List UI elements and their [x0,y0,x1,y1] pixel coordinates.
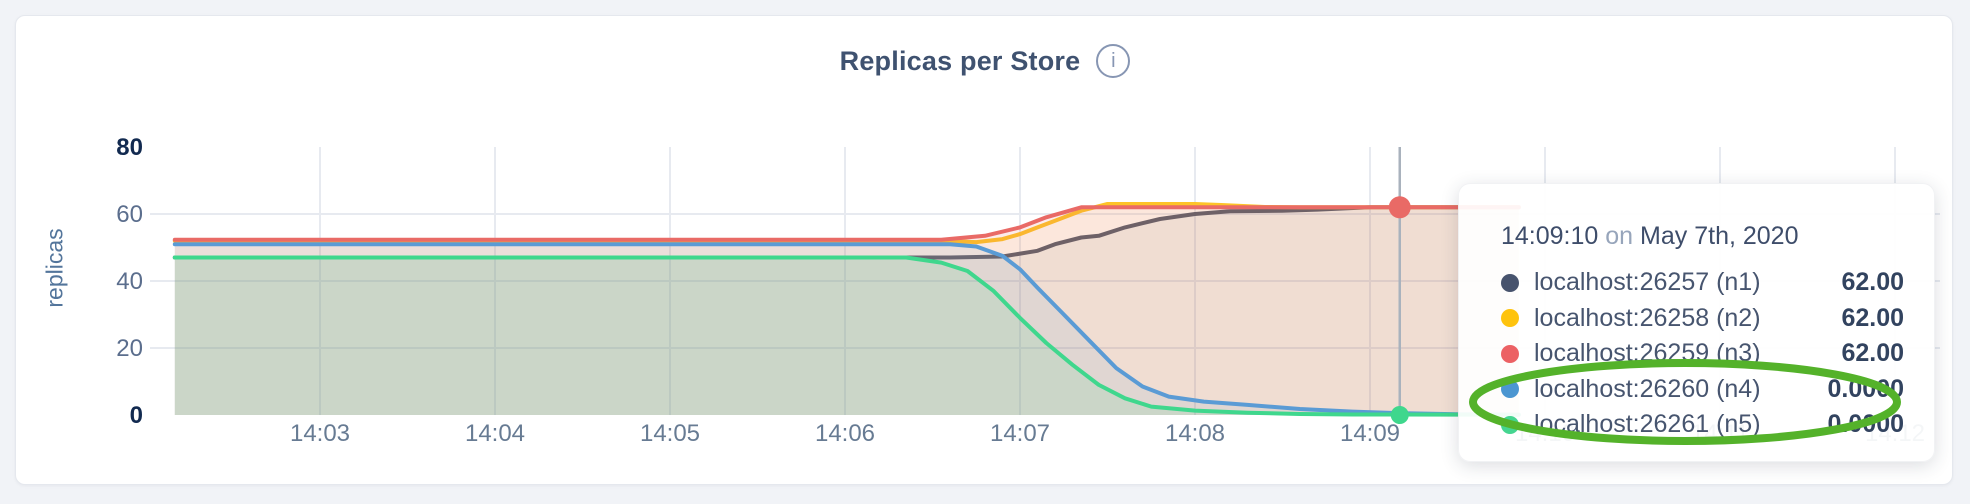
series-line [172,205,1521,242]
series-dot-icon [1501,415,1519,434]
tooltip-time: 14:09:10 [1501,222,1599,250]
tooltip-date: May 7th, 2020 [1640,222,1799,250]
tooltip-series-label: localhost:26259 (n3) [1534,339,1761,368]
x-tick-label: 14:05 [640,420,700,447]
x-tick-label: 14:04 [465,420,525,447]
tooltip-series-value: 0.0000 [1827,374,1904,403]
series-line [172,205,1521,260]
series-dot-icon [1501,380,1519,399]
x-tick-label: 14:09 [1340,420,1400,447]
x-tick-label: 14:06 [815,420,875,447]
tooltip-row: localhost:26261 (n5) 0.0000 [1501,407,1904,443]
chart-title: Replicas per Store [839,45,1081,76]
hover-marker-dot [1390,406,1409,424]
series-dot-icon [1501,344,1519,363]
tooltip-rows: localhost:26257 (n1) 62.00 localhost:26258… [1501,265,1904,443]
tooltip-series-value: 62.00 [1841,303,1904,332]
tooltip-row: localhost:26257 (n1) 62.00 [1501,265,1904,301]
y-tick-label: 40 [116,268,143,295]
tooltip-series-label: localhost:26260 (n4) [1534,374,1761,403]
series-dot-icon [1501,273,1519,292]
tooltip-row: localhost:26260 (n4) 0.0000 [1501,372,1904,408]
hover-tooltip: 14:09:10 on May 7th, 2020 localhost:2625… [1458,183,1935,462]
x-tick-label: 14:08 [1165,420,1225,447]
info-icon[interactable]: i [1096,44,1131,78]
tooltip-series-label: localhost:26261 (n5) [1534,410,1761,439]
hover-marker-dot [1388,196,1411,219]
y-axis-title: replicas [41,228,68,308]
tooltip-series-value: 0.0000 [1827,410,1904,439]
tooltip-series-label: localhost:26258 (n2) [1534,303,1761,332]
x-tick-label: 14:03 [290,420,350,447]
series-line [172,242,1521,417]
tooltip-series-value: 62.00 [1841,268,1904,297]
y-tick-label: 20 [116,335,143,362]
tooltip-row: localhost:26258 (n2) 62.00 [1501,301,1904,337]
series-dot-icon [1501,309,1519,328]
y-tick-label: 0 [130,402,143,429]
tooltip-on-word: on [1605,222,1634,250]
tooltip-series-label: localhost:26257 (n1) [1534,268,1761,297]
y-tick-label: 60 [116,201,143,228]
series-area [174,257,1519,415]
tooltip-timestamp: 14:09:10 on May 7th, 2020 [1501,222,1904,251]
tooltip-series-value: 62.00 [1841,339,1904,368]
chart-header: Replicas per Store i [0,44,1970,78]
x-tick-label: 14:07 [990,420,1050,447]
tooltip-row: localhost:26259 (n3) 62.00 [1501,336,1904,372]
series-area [174,244,1519,415]
series-line [172,255,1521,417]
y-tick-label: 80 [116,134,143,161]
